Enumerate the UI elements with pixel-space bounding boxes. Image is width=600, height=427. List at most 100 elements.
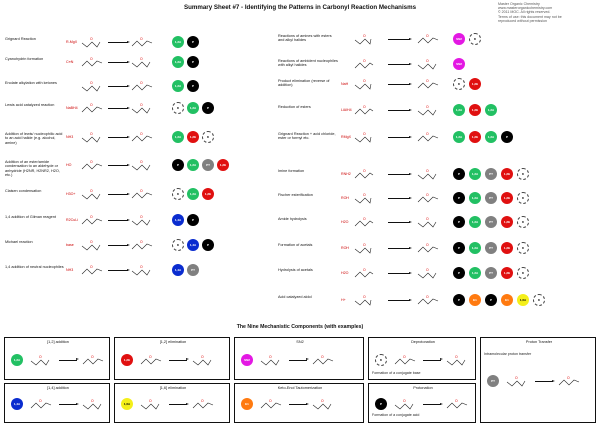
svg-text:O: O — [363, 79, 366, 83]
reagent: NH3 — [66, 268, 74, 272]
component-arrow — [289, 358, 309, 361]
mechanism-step-badge: PT — [485, 242, 497, 254]
svg-text:O: O — [455, 355, 458, 359]
component-arrow — [423, 358, 443, 361]
molecule-structure: O — [131, 80, 154, 98]
mechanism-step-badge: PT — [485, 216, 497, 228]
mechanism-step-badge: D — [202, 131, 214, 143]
svg-text:O: O — [426, 169, 429, 173]
mechanism-step-badge: 1,2E — [469, 131, 481, 143]
reaction-label: Reactions of amines with esters and alky… — [278, 34, 332, 43]
mechanism-step-badge: D — [517, 192, 529, 204]
mechanism-step-badge: P — [501, 131, 513, 143]
mechanism-step-badge: 1,2E — [202, 188, 214, 200]
svg-text:O: O — [91, 399, 94, 403]
reaction-arrow — [388, 298, 412, 301]
reaction-label: Cyanohydrin formation — [5, 57, 44, 61]
svg-text:O: O — [140, 132, 143, 136]
molecule-structure: O — [140, 354, 163, 372]
component-box: SN2 SN2 O O — [234, 337, 364, 380]
component-box: [1,4] addition 1,4A O O — [4, 383, 110, 423]
reagent: NH3 — [66, 135, 74, 139]
mechanism-step-badge: 1,2A — [453, 131, 465, 143]
svg-text:O: O — [39, 399, 42, 403]
svg-text:O: O — [363, 193, 366, 197]
svg-text:O: O — [140, 240, 143, 244]
molecule-structure: O — [417, 216, 440, 234]
svg-text:O: O — [403, 355, 406, 359]
svg-text:O: O — [269, 355, 272, 359]
reaction-label: 1,4 addition of neutral nucleophiles — [5, 265, 64, 269]
molecule-structure: O — [417, 267, 440, 285]
mechanism-step-badge: 1,2E — [501, 267, 513, 279]
svg-text:O: O — [149, 355, 152, 359]
component-badge: PT — [487, 375, 499, 387]
reagent: RMgX — [341, 135, 351, 139]
component-badge: P — [375, 398, 387, 410]
molecule-structure: O — [312, 398, 335, 416]
reaction-arrow — [388, 220, 412, 223]
mechanism-step-badge: 1,2E — [501, 168, 513, 180]
mechanism-step-badge: 1,2A — [172, 36, 184, 48]
reaction-arrow — [388, 82, 412, 85]
mechanism-step-badge: E1 — [469, 294, 481, 306]
component-box: Protonation P O O — [368, 383, 476, 423]
molecule-structure: O — [354, 168, 375, 186]
component-title: Proton Transfer — [525, 340, 553, 344]
svg-text:O: O — [201, 355, 204, 359]
svg-text:O: O — [140, 265, 143, 269]
reaction-arrow — [388, 271, 412, 274]
reaction-label: Grignard Reaction — [5, 37, 36, 41]
reaction-label: Addition of lewis/ nucleophilic acid to … — [5, 132, 63, 145]
reaction-arrow — [388, 172, 412, 175]
mechanism-step-badge: 1,2A — [187, 102, 199, 114]
mechanism-step-badge: 1,2E — [501, 192, 513, 204]
svg-text:O: O — [426, 217, 429, 221]
molecule-structure: O — [131, 188, 154, 206]
mechanism-step-badge: D — [172, 239, 184, 251]
svg-text:O: O — [426, 59, 429, 63]
molecule-structure: O — [417, 168, 440, 186]
molecule-structure: O — [81, 264, 104, 282]
component-title: [1,2] elimination — [159, 340, 187, 344]
component-title: Deprotonation — [411, 340, 435, 344]
component-arrow — [59, 402, 79, 405]
reagent: LiAlH4 — [341, 108, 352, 112]
mechanism-step-badge: 1,2E — [501, 216, 513, 228]
mechanism-step-badge: SN2 — [453, 58, 465, 70]
molecule-structure: O — [417, 131, 440, 149]
molecule-structure: O — [354, 267, 375, 285]
mechanism-step-badge: P — [485, 294, 497, 306]
reagent: R-MgX — [66, 40, 78, 44]
reagent: H2O — [341, 271, 349, 275]
mechanism-step-badge: P — [453, 216, 465, 228]
mechanism-step-badge: P — [453, 168, 465, 180]
molecule-structure: O — [446, 354, 469, 372]
svg-text:O: O — [90, 189, 93, 193]
mechanism-step-badge: PT — [485, 267, 497, 279]
molecule-structure: O — [131, 56, 154, 74]
molecule-structure: O — [354, 58, 375, 76]
svg-text:O: O — [90, 215, 93, 219]
svg-text:O: O — [90, 57, 93, 61]
component-badge: 1,6A — [121, 398, 133, 410]
mechanism-step-badge: P — [453, 294, 465, 306]
mechanism-step-badge: P — [202, 239, 214, 251]
reaction-arrow — [108, 60, 130, 63]
component-badge: D — [375, 353, 387, 366]
reaction-label: Reactions of ambident nucleophiles with … — [278, 59, 338, 68]
component-arrow — [535, 379, 555, 382]
mechanism-step-badge: 1,6A — [517, 294, 529, 306]
reaction-label: Hydrolysis of acetals — [278, 268, 313, 272]
attribution: Master Organic Chemistry www.masterorgan… — [498, 2, 562, 23]
component-box: [1,2] addition 1,2A O O — [4, 337, 110, 380]
component-title: [1,4] addition — [47, 386, 69, 390]
reaction-label: Lewis acid catalyzed reaction — [5, 103, 55, 107]
molecule-structure: O — [81, 80, 104, 98]
reaction-arrow — [108, 268, 130, 271]
component-title: [1,6] elimination — [159, 386, 187, 390]
mechanism-step-badge: 1,2A — [172, 131, 184, 143]
molecule-structure: O — [394, 398, 417, 416]
molecule-structure: O — [140, 398, 163, 416]
mechanism-step-badge: 1,2A — [172, 56, 184, 68]
